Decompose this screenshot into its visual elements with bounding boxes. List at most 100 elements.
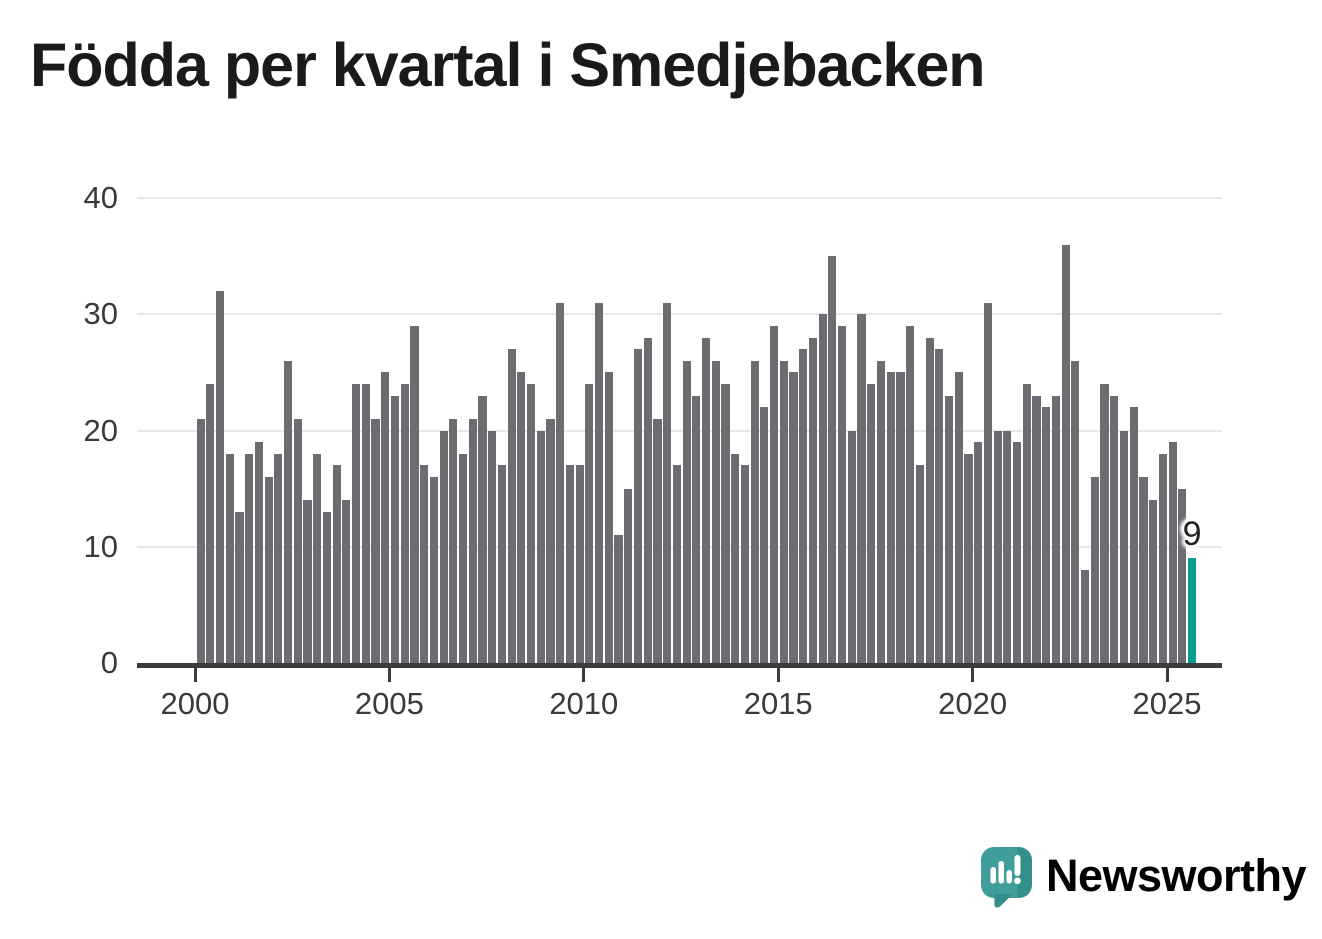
bar <box>342 500 351 665</box>
bar <box>497 465 506 665</box>
x-axis-tick <box>776 668 780 682</box>
x-axis-label: 2015 <box>743 686 813 721</box>
bar <box>974 442 983 665</box>
bar <box>818 314 827 665</box>
bar <box>1071 360 1080 665</box>
bar <box>274 453 283 665</box>
bar <box>322 511 332 665</box>
bar <box>847 430 856 665</box>
x-axis-tick <box>1165 668 1169 682</box>
bar <box>672 465 681 665</box>
bar <box>944 395 954 665</box>
bar <box>449 418 458 665</box>
x-axis-label: 2020 <box>938 686 1008 721</box>
gridline <box>137 313 1222 316</box>
bar <box>303 500 312 665</box>
bar <box>1090 477 1099 665</box>
bar <box>789 372 798 665</box>
bar <box>595 302 604 665</box>
x-axis-tick <box>387 668 391 682</box>
bar <box>838 325 847 665</box>
bar <box>352 384 361 665</box>
x-axis-line <box>137 663 1222 668</box>
bar <box>420 465 429 665</box>
bar <box>1139 477 1148 665</box>
y-axis-label: 20 <box>83 412 118 448</box>
bar <box>711 360 720 665</box>
bar <box>206 384 215 665</box>
bar <box>429 477 438 665</box>
bar <box>478 395 487 665</box>
bar <box>245 453 254 665</box>
bar <box>565 465 575 665</box>
y-axis-label: 10 <box>83 528 118 564</box>
bar <box>1012 442 1022 665</box>
bar <box>361 384 370 665</box>
bar <box>799 349 808 665</box>
bar <box>556 302 565 665</box>
bar <box>1100 384 1109 665</box>
bar <box>546 418 555 665</box>
bar <box>1168 442 1177 665</box>
newsworthy-wordmark: Newsworthy <box>1046 850 1307 901</box>
y-axis-label: 0 <box>100 645 118 680</box>
bar <box>779 360 788 665</box>
bar <box>983 302 992 665</box>
x-axis-tick <box>193 668 197 682</box>
bar <box>517 372 526 665</box>
bar <box>390 395 400 665</box>
bar <box>692 395 701 665</box>
bar <box>740 465 749 665</box>
highlighted-bar <box>1187 558 1197 665</box>
bar <box>769 325 779 665</box>
bar <box>371 418 380 665</box>
gridline <box>137 197 1222 199</box>
bar <box>643 337 652 665</box>
bar <box>1022 384 1031 665</box>
bar <box>828 256 837 665</box>
x-axis-label: 2025 <box>1132 686 1202 721</box>
bar <box>614 535 623 665</box>
bar <box>876 360 886 665</box>
bar <box>507 349 516 665</box>
bar <box>1081 570 1090 665</box>
bar <box>731 453 740 665</box>
bar <box>633 349 643 665</box>
bar <box>906 325 915 665</box>
bar <box>1051 395 1061 665</box>
newsworthy-logo-icon <box>981 847 1032 908</box>
bar <box>1158 453 1167 665</box>
newsworthy-branding: Newsworthy <box>980 845 1310 915</box>
bar <box>1178 488 1187 665</box>
bar <box>721 384 730 665</box>
bar <box>1149 500 1158 665</box>
bar <box>808 337 818 665</box>
bar <box>964 453 973 665</box>
bar <box>886 372 895 665</box>
bar <box>1061 244 1070 665</box>
bar <box>488 430 497 665</box>
bar <box>468 418 477 665</box>
bar <box>575 465 584 665</box>
y-axis-label: 30 <box>83 296 118 332</box>
bar <box>536 430 545 665</box>
bar <box>458 453 468 665</box>
bar <box>857 314 866 665</box>
bar <box>293 418 302 665</box>
bar <box>701 337 711 665</box>
bar <box>381 372 390 665</box>
bar <box>1110 395 1119 665</box>
gridline <box>137 429 1222 432</box>
bar <box>925 337 934 665</box>
y-axis-label: 40 <box>83 180 118 215</box>
bar <box>235 511 244 665</box>
bar <box>215 291 225 665</box>
x-axis-tick <box>582 668 586 682</box>
x-axis-label: 2000 <box>160 686 230 721</box>
bar <box>439 430 448 665</box>
bar <box>682 360 691 665</box>
bar <box>400 384 409 665</box>
bar <box>410 325 419 665</box>
